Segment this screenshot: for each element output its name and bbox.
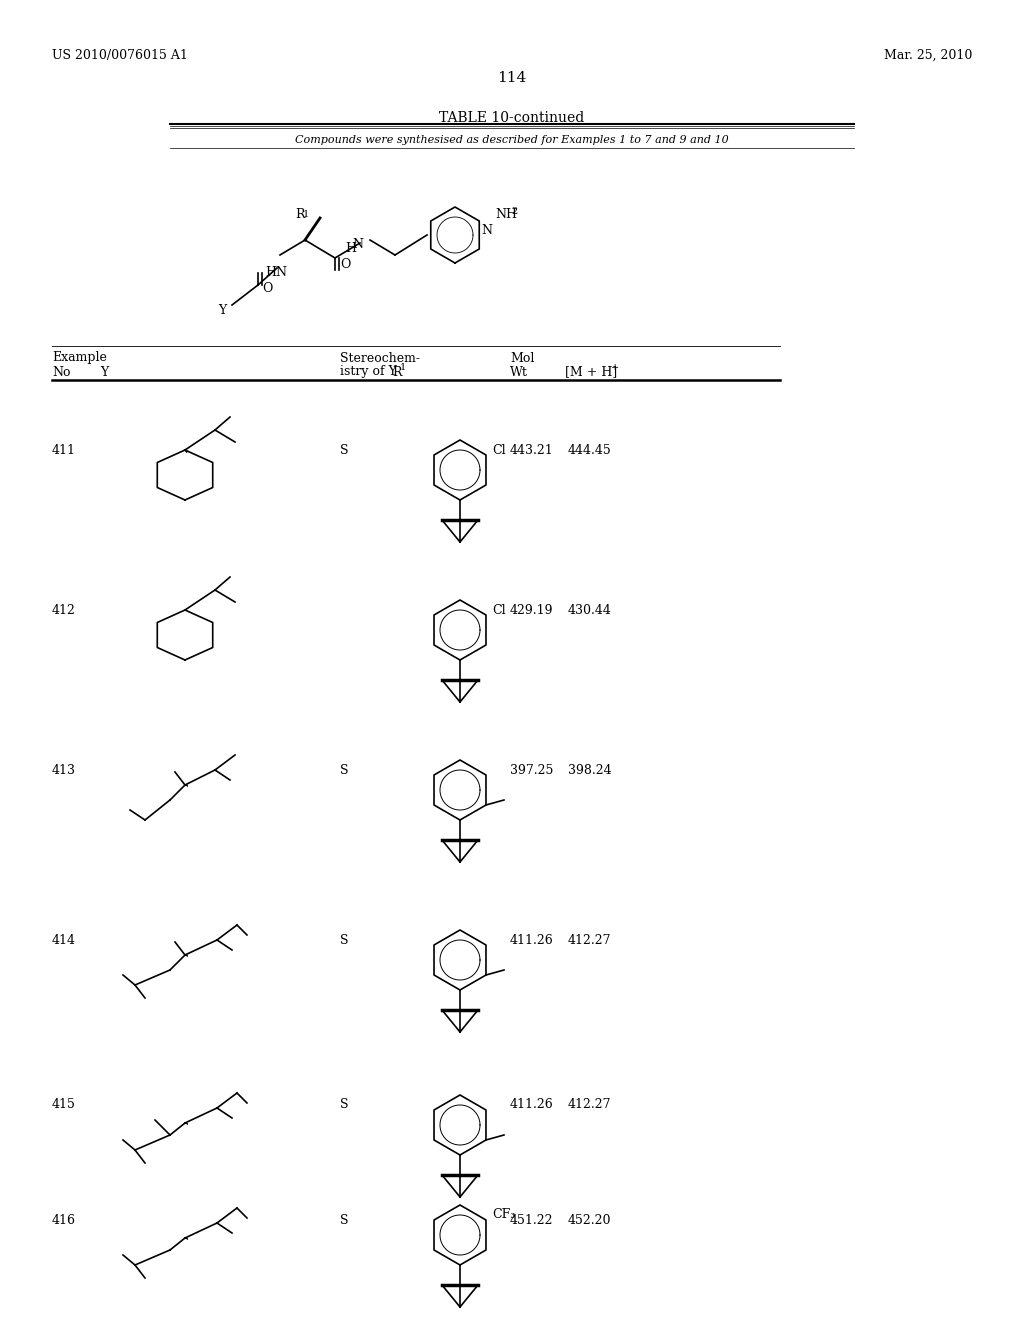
Text: 451.22: 451.22 (510, 1213, 554, 1226)
Text: Compounds were synthesised as described for Examples 1 to 7 and 9 and 10: Compounds were synthesised as described … (295, 135, 729, 145)
Text: 411.26: 411.26 (510, 933, 554, 946)
Text: istry of Y: istry of Y (340, 366, 397, 379)
Text: 452.20: 452.20 (568, 1213, 611, 1226)
Text: 1: 1 (303, 210, 309, 219)
Text: S: S (340, 1213, 348, 1226)
Text: US 2010/0076015 A1: US 2010/0076015 A1 (52, 49, 187, 62)
Text: 416: 416 (52, 1213, 76, 1226)
Text: Y: Y (100, 366, 109, 379)
Text: Y: Y (218, 304, 226, 317)
Text: R: R (295, 209, 304, 222)
Text: Cl: Cl (492, 603, 506, 616)
Text: Example: Example (52, 351, 106, 364)
Text: 415: 415 (52, 1098, 76, 1111)
Text: No: No (52, 366, 71, 379)
Text: 1: 1 (400, 363, 407, 372)
Text: H: H (345, 242, 356, 255)
Text: 412.27: 412.27 (568, 1098, 611, 1111)
Text: 412.27: 412.27 (568, 933, 611, 946)
Text: 412: 412 (52, 603, 76, 616)
Text: Mol: Mol (510, 351, 535, 364)
Text: 413: 413 (52, 763, 76, 776)
Text: 397.25: 397.25 (510, 763, 553, 776)
Text: O: O (340, 259, 350, 272)
Text: Mar. 25, 2010: Mar. 25, 2010 (884, 49, 972, 62)
Text: TABLE 10-continued: TABLE 10-continued (439, 111, 585, 125)
Text: 414: 414 (52, 933, 76, 946)
Text: 411: 411 (52, 444, 76, 457)
Text: 443.21: 443.21 (510, 444, 554, 457)
Text: Stereochem-: Stereochem- (340, 351, 420, 364)
Text: 429.19: 429.19 (510, 603, 554, 616)
Text: S: S (340, 444, 348, 457)
Text: [M + H]: [M + H] (565, 366, 617, 379)
Text: HN: HN (265, 267, 287, 280)
Text: Cl: Cl (492, 444, 506, 457)
Text: S: S (340, 1098, 348, 1111)
Text: R: R (392, 366, 401, 379)
Text: S: S (340, 933, 348, 946)
Text: 430.44: 430.44 (568, 603, 612, 616)
Text: Wt: Wt (510, 366, 528, 379)
Text: O: O (262, 281, 272, 294)
Text: 398.24: 398.24 (568, 763, 611, 776)
Text: NH: NH (495, 209, 517, 222)
Text: +: + (611, 363, 620, 372)
Text: N: N (481, 223, 492, 236)
Text: 411.26: 411.26 (510, 1098, 554, 1111)
Text: N: N (352, 239, 362, 252)
Text: 114: 114 (498, 71, 526, 84)
Text: S: S (340, 763, 348, 776)
Text: CF₃: CF₃ (492, 1209, 515, 1221)
Text: 444.45: 444.45 (568, 444, 611, 457)
Text: 2: 2 (511, 206, 517, 215)
